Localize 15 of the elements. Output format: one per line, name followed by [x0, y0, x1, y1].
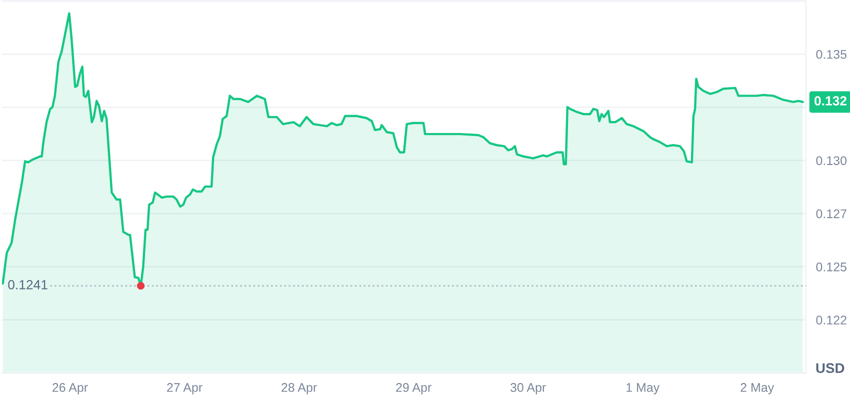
x-tick-label: 1 May — [626, 383, 660, 394]
x-tick-label: 30 Apr — [510, 383, 546, 394]
y-tick-label: 0.130 — [816, 156, 847, 166]
y-tick-label: 0.127 — [816, 209, 846, 218]
text: 0.132 — [814, 96, 846, 106]
y-axis-title: USD — [816, 363, 844, 374]
y-tick-label: 0.122 — [816, 316, 846, 325]
x-tick-label: 29 Apr — [396, 383, 432, 394]
y-tick-label: 0.135 — [816, 50, 846, 59]
x-tick-label: 26 Apr — [52, 383, 88, 394]
x-tick-label: 2 May — [740, 383, 774, 394]
ref-line-label: 0.1241 — [8, 280, 48, 290]
x-tick-label: 28 Apr — [282, 383, 317, 394]
x-tick-label: 27 Apr — [167, 383, 202, 394]
y-tick-label: 0.125 — [816, 262, 846, 272]
